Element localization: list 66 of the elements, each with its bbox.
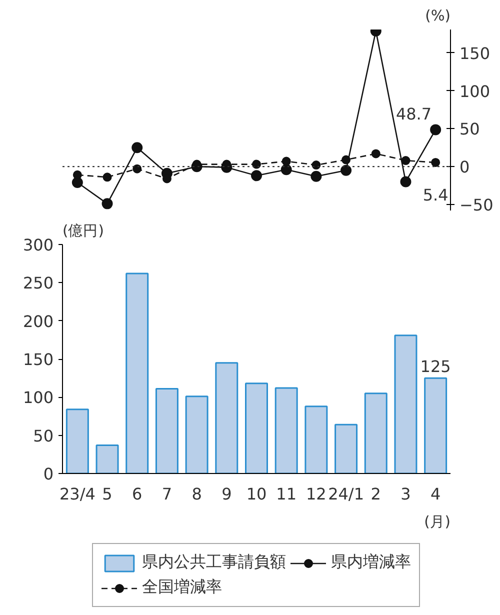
x-tick-label: 11	[276, 484, 297, 504]
x-tick-label: 8	[192, 484, 202, 504]
y-axis-title: (%)	[425, 8, 451, 24]
bar	[394, 334, 418, 474]
bar	[334, 424, 358, 474]
y-tick-label: 0	[460, 158, 470, 177]
point	[401, 156, 410, 166]
x-tick-label: 6	[132, 484, 142, 504]
x-tick-label: 4	[430, 484, 441, 504]
point	[251, 170, 262, 182]
bar	[96, 444, 119, 474]
x-tick-label: 12	[306, 484, 326, 504]
point	[132, 142, 143, 154]
y-tick-label: 200	[22, 312, 54, 331]
y-tick-label: 250	[22, 274, 54, 293]
bar	[66, 408, 89, 474]
point	[342, 155, 351, 164]
point	[252, 160, 261, 169]
bar	[364, 392, 388, 474]
legend-label: 全国増減率	[142, 577, 222, 598]
x-tick-label: 3	[400, 484, 411, 504]
data-label: 48.7	[396, 104, 432, 124]
bar	[185, 396, 208, 474]
point	[340, 164, 352, 176]
bar	[245, 382, 268, 474]
y-axis-title: (億円)	[62, 222, 104, 240]
point	[102, 198, 113, 210]
point	[102, 172, 112, 182]
point	[72, 176, 83, 188]
point	[132, 164, 142, 174]
x-axis-title: (月)	[424, 514, 450, 530]
y-tick-label: 0	[43, 464, 54, 484]
point	[400, 176, 412, 188]
point	[310, 170, 322, 182]
point	[431, 158, 440, 167]
point	[371, 149, 380, 158]
y-tick-label: 50	[460, 120, 480, 139]
data-label: 5.4	[422, 185, 448, 204]
x-tick-label: 9	[222, 484, 232, 504]
data-label: 125	[420, 357, 451, 376]
y-tick-label: 100	[22, 388, 54, 408]
bar	[304, 406, 328, 474]
y-tick-label: 50	[33, 426, 54, 446]
x-tick-label: 24/1	[328, 484, 364, 504]
bar	[274, 387, 298, 474]
x-tick-label: 7	[162, 484, 172, 504]
bar	[424, 377, 448, 474]
point	[282, 156, 291, 166]
point	[430, 124, 442, 136]
point	[312, 160, 321, 170]
y-tick-label: 300	[22, 236, 54, 254]
bar	[155, 388, 178, 474]
y-tick-label: −50	[460, 195, 494, 214]
legend-label: 県内増減率	[331, 552, 411, 573]
bar	[126, 272, 149, 474]
x-tick-label: 5	[102, 484, 112, 504]
bar	[215, 362, 238, 474]
x-tick-label: 2	[370, 484, 381, 504]
y-tick-label: 150	[22, 350, 54, 369]
x-tick-label: 23/4	[59, 484, 96, 504]
point	[72, 170, 82, 180]
x-tick-label: 10	[246, 484, 267, 504]
legend-label: 県内公共工事請負額	[142, 552, 286, 573]
y-tick-label: 150	[460, 44, 490, 63]
point	[280, 164, 292, 176]
y-tick-label: 100	[460, 82, 490, 101]
